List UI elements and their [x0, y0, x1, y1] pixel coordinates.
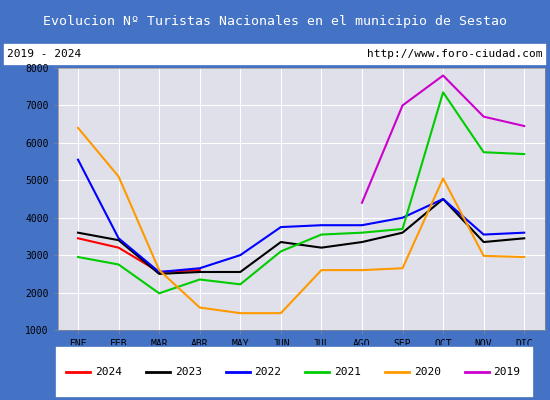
Text: 2023: 2023	[175, 367, 202, 377]
Text: 2019: 2019	[494, 367, 521, 377]
Text: 2022: 2022	[254, 367, 282, 377]
Text: http://www.foro-ciudad.com: http://www.foro-ciudad.com	[367, 49, 543, 59]
Text: 2021: 2021	[334, 367, 361, 377]
Text: 2024: 2024	[95, 367, 122, 377]
Text: 2020: 2020	[414, 367, 441, 377]
Text: Evolucion Nº Turistas Nacionales en el municipio de Sestao: Evolucion Nº Turistas Nacionales en el m…	[43, 14, 507, 28]
Text: 2019 - 2024: 2019 - 2024	[7, 49, 81, 59]
